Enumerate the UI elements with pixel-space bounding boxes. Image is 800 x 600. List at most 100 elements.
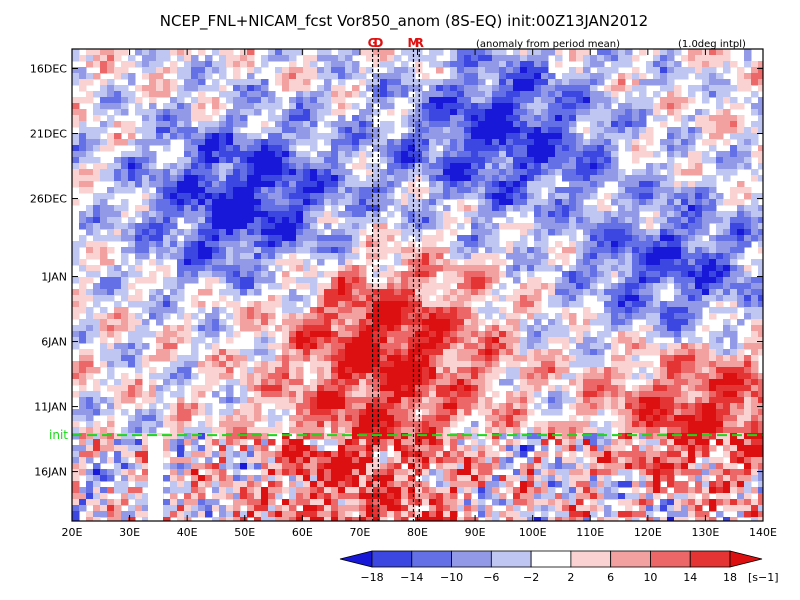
heatmap-cell	[366, 85, 374, 92]
heatmap-cell	[205, 403, 213, 410]
heatmap-cell	[163, 163, 171, 170]
heatmap-cell	[163, 373, 171, 380]
heatmap-cell	[737, 145, 745, 152]
heatmap-cell	[380, 97, 388, 104]
heatmap-cell	[261, 367, 269, 374]
heatmap-cell	[646, 205, 654, 212]
heatmap-cell	[345, 211, 353, 218]
heatmap-cell	[317, 343, 325, 350]
heatmap-cell	[443, 391, 451, 398]
heatmap-cell	[653, 91, 661, 98]
heatmap-cell	[618, 109, 626, 116]
heatmap-cell	[639, 265, 647, 272]
heatmap-cell	[212, 379, 220, 386]
heatmap-cell	[758, 85, 763, 92]
heatmap-cell	[555, 355, 563, 362]
heatmap-cell	[275, 211, 283, 218]
heatmap-cell	[604, 325, 612, 332]
heatmap-cell	[191, 391, 199, 398]
heatmap-cell	[408, 181, 416, 188]
heatmap-cell	[310, 181, 318, 188]
heatmap-cell	[380, 205, 388, 212]
heatmap-cell	[184, 151, 192, 158]
heatmap-cell	[289, 145, 297, 152]
heatmap-cell	[569, 127, 577, 134]
heatmap-cell	[156, 289, 164, 296]
heatmap-cell	[226, 121, 234, 128]
heatmap-cell	[478, 265, 486, 272]
heatmap-cell	[716, 349, 724, 356]
heatmap-cell	[744, 307, 752, 314]
heatmap-cell	[212, 277, 220, 284]
heatmap-cell	[93, 301, 101, 308]
heatmap-cell	[716, 133, 724, 140]
heatmap-cell	[695, 169, 703, 176]
heatmap-cell	[219, 367, 227, 374]
heatmap-cell	[142, 319, 150, 326]
heatmap-cell	[373, 307, 381, 314]
heatmap-cell	[478, 283, 486, 290]
heatmap-cell	[618, 235, 626, 242]
heatmap-cell	[394, 241, 402, 248]
heatmap-cell	[72, 325, 80, 332]
heatmap-cell	[492, 85, 500, 92]
heatmap-cell	[709, 157, 717, 164]
heatmap-cell	[541, 283, 549, 290]
heatmap-cell	[226, 211, 234, 218]
heatmap-cell	[373, 49, 381, 56]
heatmap-cell	[695, 253, 703, 260]
heatmap-cell	[198, 139, 206, 146]
heatmap-cell	[632, 355, 640, 362]
heatmap-cell	[205, 241, 213, 248]
heatmap-cell	[226, 181, 234, 188]
heatmap-cell	[485, 187, 493, 194]
heatmap-cell	[716, 265, 724, 272]
heatmap-cell	[128, 361, 136, 368]
heatmap-cell	[751, 199, 759, 206]
heatmap-cell	[429, 259, 437, 266]
heatmap-cell	[520, 289, 528, 296]
heatmap-cell	[331, 361, 339, 368]
heatmap-cell	[331, 121, 339, 128]
heatmap-cell	[156, 307, 164, 314]
heatmap-cell	[184, 355, 192, 362]
heatmap-cell	[681, 307, 689, 314]
heatmap-cell	[534, 379, 542, 386]
heatmap-cell	[562, 139, 570, 146]
heatmap-cell	[548, 325, 556, 332]
heatmap-cell	[569, 379, 577, 386]
heatmap-cell	[331, 151, 339, 158]
heatmap-cell	[436, 265, 444, 272]
heatmap-cell	[282, 79, 290, 86]
heatmap-cell	[170, 379, 178, 386]
heatmap-cell	[380, 181, 388, 188]
heatmap-cell	[499, 139, 507, 146]
heatmap-cell	[548, 331, 556, 338]
heatmap-cell	[730, 199, 738, 206]
heatmap-cell	[422, 241, 430, 248]
heatmap-cell	[359, 319, 367, 326]
heatmap-cell	[485, 277, 493, 284]
heatmap-cell	[93, 403, 101, 410]
heatmap-cell	[527, 367, 535, 374]
heatmap-cell	[275, 79, 283, 86]
heatmap-cell	[408, 49, 416, 56]
heatmap-cell	[450, 301, 458, 308]
heatmap-cell	[492, 349, 500, 356]
heatmap-cell	[359, 301, 367, 308]
heatmap-cell	[492, 331, 500, 338]
heatmap-cell	[303, 175, 311, 182]
heatmap-cell	[240, 319, 248, 326]
heatmap-cell	[205, 97, 213, 104]
heatmap-cell	[597, 241, 605, 248]
heatmap-cell	[170, 337, 178, 344]
heatmap-cell	[709, 91, 717, 98]
heatmap-cell	[674, 355, 682, 362]
heatmap-cell	[205, 115, 213, 122]
heatmap-cell	[527, 187, 535, 194]
heatmap-cell	[597, 319, 605, 326]
heatmap-cell	[639, 169, 647, 176]
heatmap-cell	[177, 175, 185, 182]
heatmap-cell	[72, 289, 80, 296]
heatmap-cell	[688, 157, 696, 164]
